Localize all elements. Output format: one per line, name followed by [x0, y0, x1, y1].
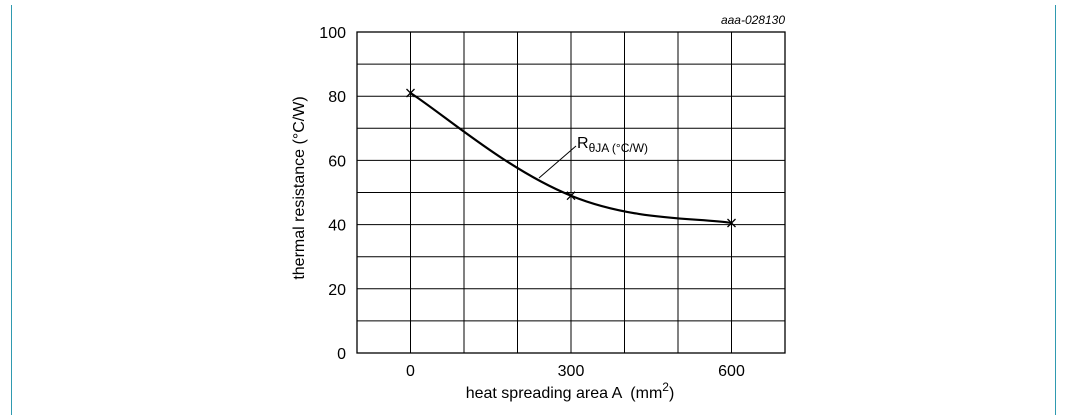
x-tick-label: 300 — [558, 363, 585, 380]
thermal-resistance-chart: 0 20 40 60 80 100 0 300 600 aaa-028130 thermal r… — [291, 13, 786, 402]
y-tick-label: 80 — [328, 89, 346, 106]
series-layer — [406, 88, 736, 228]
figure-id: aaa-028130 — [721, 13, 785, 27]
grid — [357, 32, 785, 353]
x-tick-label: 600 — [718, 363, 745, 380]
data-point-marker — [566, 191, 576, 201]
axis-ticks: 0 20 40 60 80 100 0 300 600 — [319, 25, 745, 380]
figure-frame — [11, 5, 1056, 415]
x-axis-unit-sup: 2 — [662, 380, 669, 394]
data-point-marker — [406, 88, 415, 98]
series-annotation-sub: θJA (°C/W) — [589, 141, 648, 155]
y-tick-label: 40 — [328, 218, 346, 235]
x-axis-unit-close: ) — [669, 385, 674, 402]
y-tick-label: 0 — [337, 346, 346, 363]
x-axis-label: heat spreading area A (mm2) — [466, 380, 675, 402]
plot-border — [356, 31, 786, 354]
y-tick-label: 100 — [319, 25, 346, 42]
x-axis-label-text: heat spreading area A — [466, 385, 623, 402]
x-tick-label: 0 — [406, 363, 415, 380]
y-axis-label: thermal resistance (°C/W) — [291, 96, 308, 279]
series-annotation: RθJA (°C/W) — [577, 135, 648, 155]
series-annotation-main: R — [577, 135, 589, 152]
y-tick-label: 60 — [328, 153, 346, 170]
series-annotation-leader — [538, 145, 577, 179]
data-point-marker — [727, 218, 736, 228]
x-axis-unit-open: (mm — [630, 385, 662, 402]
y-tick-label: 20 — [328, 282, 346, 299]
